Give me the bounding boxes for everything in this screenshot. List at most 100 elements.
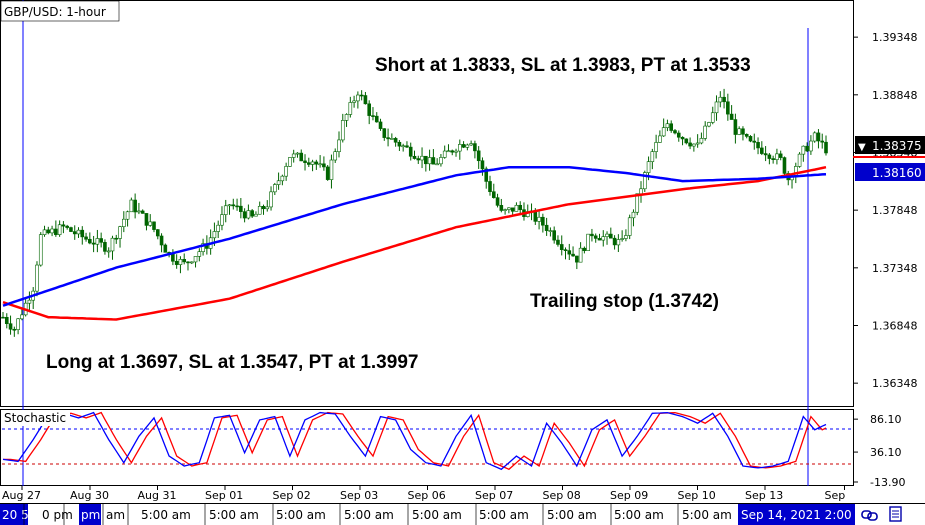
current-price-arrow: ▼ [858,142,866,153]
candle-body [488,181,492,192]
candle-body [306,162,311,165]
bottom-bar-item: 5:00 am [209,508,259,522]
candle-body [20,314,24,320]
candle-body [812,132,817,142]
candle-body [544,224,549,231]
candle-body [171,253,175,262]
candles [1,88,828,337]
candle-body [378,121,383,129]
candle-body [405,145,409,148]
bottom-bar-item: am [106,508,125,522]
candle-body [669,123,674,131]
title-box [0,0,120,22]
candle-body [333,151,338,161]
candle-body [201,243,205,252]
candle-body [552,230,556,241]
candle-body [382,128,387,138]
x-tick-label: Aug 27 [2,489,41,502]
current-price-box [855,136,925,154]
stochastic-pane [0,409,854,486]
x-tick-label: Sep 01 [205,489,243,502]
candle-body [393,138,398,143]
candle-body [805,145,809,152]
candle-body [559,244,564,250]
candle-body [737,128,741,135]
candle-body [95,238,100,245]
candle-body [714,101,719,114]
candle-body [106,250,111,253]
candle-body [816,132,821,142]
candle-body [703,125,707,139]
candle-body [510,207,515,212]
candle-body [220,214,224,226]
ma-price-box [855,163,925,181]
annotation-long: Long at 1.3697, SL at 1.3547, PT at 1.39… [46,352,418,373]
candle-body [65,225,69,228]
bottom-bar-highlight: Sep 14, 2021 2:00 [741,508,852,522]
candle-body [597,238,602,241]
candle-body [420,155,424,161]
price-tick-label: 1.38848 [872,89,918,102]
candle-body [46,229,51,234]
x-tick-label: Sep 06 [408,489,446,502]
candle-body [446,150,451,153]
candle-body [284,166,288,177]
candle-body [223,205,228,215]
candle-body [257,206,262,215]
candle-body [291,153,296,158]
candle-body [197,251,202,257]
link-icon[interactable] [861,510,878,521]
candle-body [299,152,304,162]
candle-body [273,184,277,193]
candle-body [476,150,481,162]
bottom-bar-item: 5:00 am [276,508,326,522]
candle-body [631,211,636,219]
candle-body [91,242,96,245]
candle-body [340,120,345,141]
candle-body [261,206,266,210]
bottom-bar-item: 5:00 am [547,508,597,522]
x-axis: Aug 27 Aug 30 Aug 31 Sep 01 Sep 02 Sep 03 Sep … [2,486,845,502]
candle-body [820,140,825,143]
candle-body [797,153,802,167]
candle-body [88,238,92,244]
annotation-short: Short at 1.3833, SL at 1.3983, PT at 1.3… [375,55,751,76]
price-tick-label: 1.37348 [872,262,918,275]
candle-body [635,193,640,213]
candle-body [239,205,243,212]
candle-body [61,224,66,227]
candle-body [605,233,609,237]
candle-body [374,115,379,123]
stoch-tick-label: 36.10 [870,446,902,459]
candle-body [122,218,126,227]
candle-body [461,144,466,148]
candle-body [473,143,477,152]
candle-body [646,161,651,173]
candle-body [567,250,572,255]
ma-red-line [2,165,827,321]
candle-body [465,144,470,148]
candle-body [118,226,122,239]
candle-body [744,133,749,137]
candle-body [189,261,194,264]
candle-body [235,205,239,208]
document-icon[interactable] [889,506,902,522]
candle-body [491,191,496,198]
candle-body [133,199,137,213]
candle-body [125,211,130,220]
candle-body [563,249,568,251]
candle-body [427,157,432,165]
candle-body [767,154,772,159]
candle-body [269,191,273,208]
candle-body [72,231,77,235]
candle-body [182,259,187,263]
candle-body [178,259,183,265]
candle-body [503,209,507,211]
candle-body [699,138,704,144]
ma-blue-line [2,165,827,307]
candle-body [254,213,258,217]
candle-body [352,100,356,103]
candle-body [276,180,281,185]
candle-body [673,130,677,134]
candle-body [318,163,322,166]
